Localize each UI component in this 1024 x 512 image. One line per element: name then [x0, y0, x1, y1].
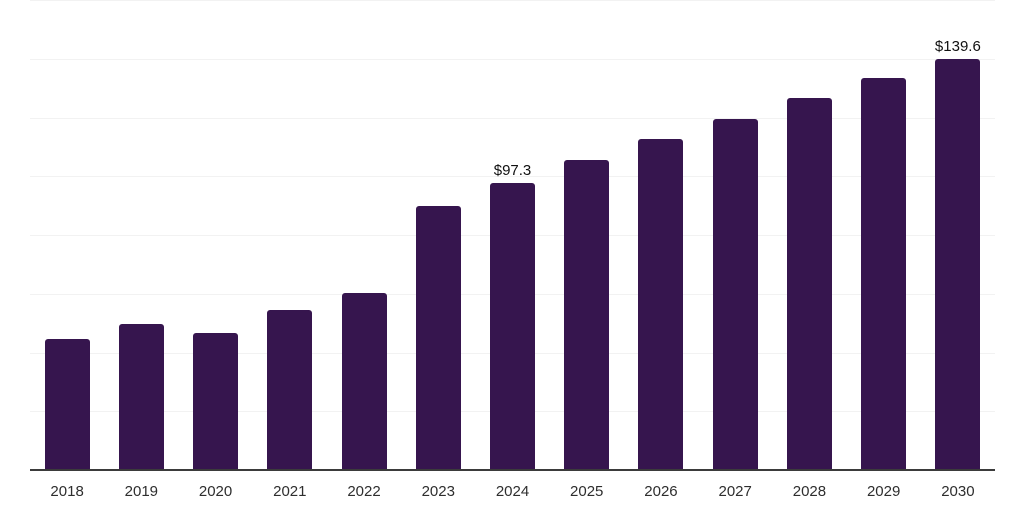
bar-value-label-2030: $139.6 [934, 37, 981, 55]
x-tick-label-2023: 2023 [421, 483, 455, 500]
bar-2022 [341, 293, 387, 469]
bar-2025 [564, 160, 610, 469]
gridline-y-160 [30, 0, 995, 1]
x-tick-label-2018: 2018 [50, 483, 84, 500]
x-axis-line [30, 469, 995, 471]
x-tick-label-2022: 2022 [347, 483, 381, 500]
bar-2024 [490, 183, 535, 469]
bar-2028 [786, 98, 832, 469]
gridline-y-140 [30, 58, 995, 60]
x-tick-label-2024: 2024 [495, 483, 530, 500]
plot-area: $97.3 $139.6 [30, 0, 995, 471]
x-tick-label-2027: 2027 [718, 483, 752, 500]
x-tick-label-2025: 2025 [570, 483, 604, 500]
x-tick-label-2029: 2029 [866, 483, 901, 500]
bar-2029 [861, 78, 907, 469]
bar-value-label-2024: $97.3 [493, 162, 532, 180]
bar-2019 [118, 323, 164, 469]
bar-2027 [712, 118, 758, 469]
bar-2030 [935, 58, 981, 469]
x-tick-label-2020: 2020 [198, 483, 233, 500]
x-axis-labels: 2018 2019 2020 2021 2022 2023 2024 2025 2026 2027… [30, 483, 995, 507]
x-tick-label-2021: 2021 [273, 483, 307, 500]
bar-2018 [44, 338, 90, 469]
x-tick-label-2030: 2030 [941, 483, 975, 500]
x-tick-label-2028: 2028 [792, 483, 827, 500]
bar-2021 [267, 310, 313, 469]
x-tick-label-2026: 2026 [644, 483, 678, 500]
bar-2020 [193, 333, 239, 469]
gridline-y-120 [30, 117, 995, 119]
bar-2026 [638, 139, 684, 469]
x-tick-label-2019: 2019 [124, 483, 159, 500]
bar-2023 [415, 205, 461, 469]
